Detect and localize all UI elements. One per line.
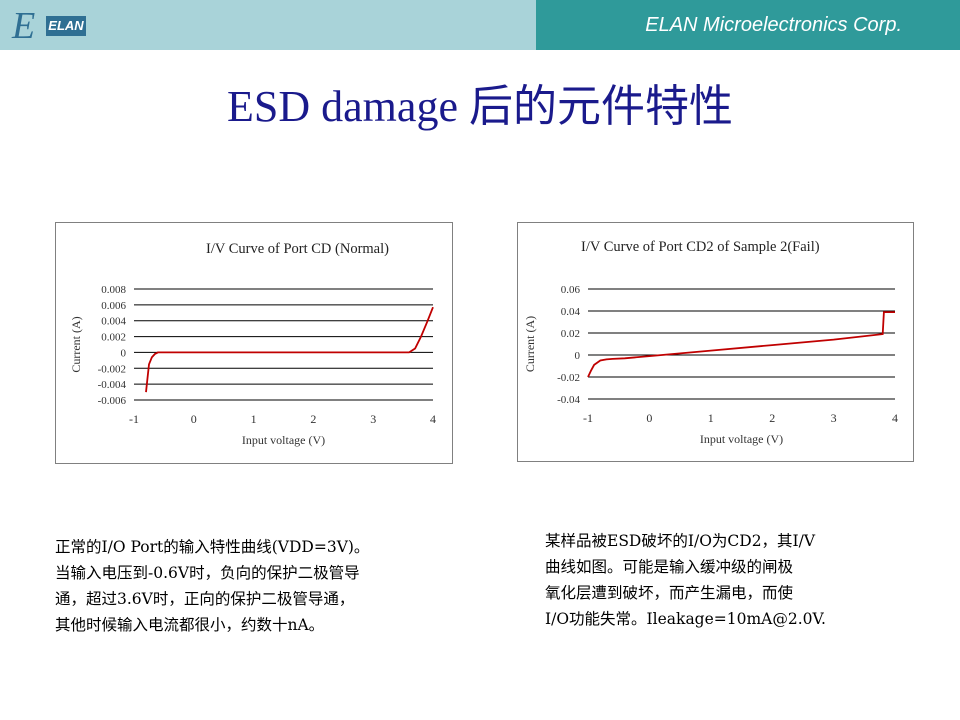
text-line: 通，超过3.6V时，正向的保护二极管导通， [55, 590, 355, 608]
x-axis-label: Input voltage (V) [700, 432, 783, 446]
x-tick-label: 4 [430, 412, 436, 426]
elan-logo: E ELAN [8, 4, 88, 47]
y-tick-label: 0.008 [101, 284, 126, 296]
x-tick-label: 1 [251, 412, 257, 426]
y-tick-label: -0.04 [557, 394, 580, 406]
header-left-band: E ELAN [0, 0, 536, 50]
x-tick-label: 4 [892, 411, 898, 425]
text-line: 某样品被ESD破坏的I/O为CD2，其I/V [545, 532, 816, 550]
x-tick-label: 2 [310, 412, 316, 426]
y-tick-label: -0.002 [98, 363, 126, 375]
y-axis-label: Current (A) [69, 316, 83, 372]
slide-title: ESD damage 后的元件特性 [227, 82, 733, 131]
y-tick-label: 0.006 [101, 300, 126, 312]
y-tick-label: -0.004 [98, 379, 127, 391]
text-line: I/O功能失常。Ileakage=10mA@2.0V. [545, 610, 826, 628]
text-line: 正常的I/O Port的输入特性曲线(VDD=3V)。 [55, 538, 370, 556]
x-tick-label: 3 [831, 411, 837, 425]
y-tick-label: -0.006 [98, 395, 127, 407]
header-bar: E ELAN ELAN Microelectronics Corp. [0, 0, 960, 50]
x-tick-label: -1 [129, 412, 139, 426]
y-tick-label: 0 [575, 350, 581, 362]
x-tick-label: 1 [708, 411, 714, 425]
y-tick-label: -0.02 [557, 372, 580, 384]
series-line [587, 311, 895, 378]
x-axis-label: Input voltage (V) [242, 433, 325, 447]
x-tick-label: 3 [370, 412, 376, 426]
x-tick-label: -1 [583, 411, 593, 425]
header-right-band: ELAN Microelectronics Corp. [536, 0, 960, 50]
series-line [145, 306, 434, 393]
logo-text: ELAN [46, 16, 86, 36]
text-line: 其他时候输入电流都很小，约数十nA。 [55, 616, 325, 634]
y-tick-label: 0.04 [561, 306, 581, 318]
elan-logo-icon: E [11, 5, 35, 47]
y-tick-label: 0.004 [101, 316, 126, 328]
chart-normal-svg: 0.008 0.006 0.004 0.002 0 -0.002 -0.004 -0.006-… [69, 241, 436, 447]
y-tick-label: 0 [121, 347, 127, 359]
company-name: ELAN Microelectronics Corp. [645, 14, 902, 36]
y-tick-label: 0.02 [561, 328, 580, 340]
x-tick-label: 0 [191, 412, 197, 426]
y-tick-label: 0.002 [101, 332, 126, 344]
description-fail: 某样品被ESD破坏的I/O为CD2，其I/V 曲线如图。可能是输入缓冲级的闸极 … [545, 528, 905, 632]
chart-normal: 0.008 0.006 0.004 0.002 0 -0.002 -0.004 -0.006-… [55, 222, 453, 464]
y-tick-label: 0.06 [561, 284, 581, 296]
description-normal: 正常的I/O Port的输入特性曲线(VDD=3V)。 当输入电压到-0.6V时… [55, 534, 475, 638]
x-tick-label: 0 [646, 411, 652, 425]
x-tick-label: 2 [769, 411, 775, 425]
chart-fail: 0.06 0.04 0.02 0 -0.02 -0.04 -1 0 1 2 3 4 I/V Curve … [517, 222, 914, 462]
chart-fail-svg: 0.06 0.04 0.02 0 -0.02 -0.04-1 0 1 2 3 4 I/V Curve … [523, 239, 898, 446]
chart-title: I/V Curve of Port CD (Normal) [206, 241, 389, 257]
y-axis-label: Current (A) [523, 316, 537, 372]
text-line: 当输入电压到-0.6V时，负向的保护二极管导 [55, 564, 360, 582]
svg-text:E: E [11, 5, 35, 46]
text-line: 曲线如图。可能是输入缓冲级的闸极 [545, 558, 794, 576]
text-line: 氧化层遭到破坏，而产生漏电，而使 [545, 584, 794, 602]
chart-title: I/V Curve of Port CD2 of Sample 2(Fail) [581, 239, 820, 255]
